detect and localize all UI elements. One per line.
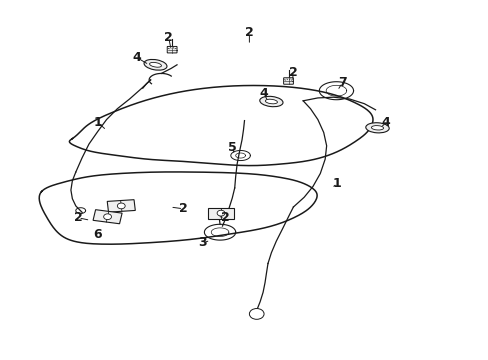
Polygon shape (107, 200, 135, 212)
Circle shape (117, 203, 125, 209)
Text: 2: 2 (288, 66, 297, 78)
Ellipse shape (149, 62, 161, 67)
Ellipse shape (259, 96, 283, 107)
Text: 2: 2 (244, 26, 253, 39)
Text: 7: 7 (337, 76, 346, 89)
Circle shape (217, 210, 224, 216)
Ellipse shape (265, 99, 277, 104)
FancyBboxPatch shape (167, 46, 177, 53)
FancyBboxPatch shape (283, 78, 293, 84)
Polygon shape (39, 172, 317, 244)
Ellipse shape (371, 126, 383, 130)
Ellipse shape (144, 59, 166, 70)
Text: 4: 4 (381, 116, 390, 129)
Polygon shape (207, 208, 234, 219)
Circle shape (103, 214, 111, 220)
Text: 2: 2 (74, 211, 82, 224)
Text: 2: 2 (164, 31, 173, 44)
Text: 1: 1 (93, 116, 102, 129)
Text: 4: 4 (132, 51, 141, 64)
Text: 2: 2 (220, 211, 229, 224)
Text: 4: 4 (259, 87, 268, 100)
Text: 2: 2 (179, 202, 187, 215)
Text: 6: 6 (93, 228, 102, 240)
Polygon shape (93, 210, 122, 224)
Text: 3: 3 (198, 237, 207, 249)
Text: 5: 5 (227, 141, 236, 154)
Ellipse shape (365, 123, 388, 133)
Polygon shape (69, 85, 372, 166)
Circle shape (249, 309, 264, 319)
Text: 1: 1 (332, 177, 341, 190)
